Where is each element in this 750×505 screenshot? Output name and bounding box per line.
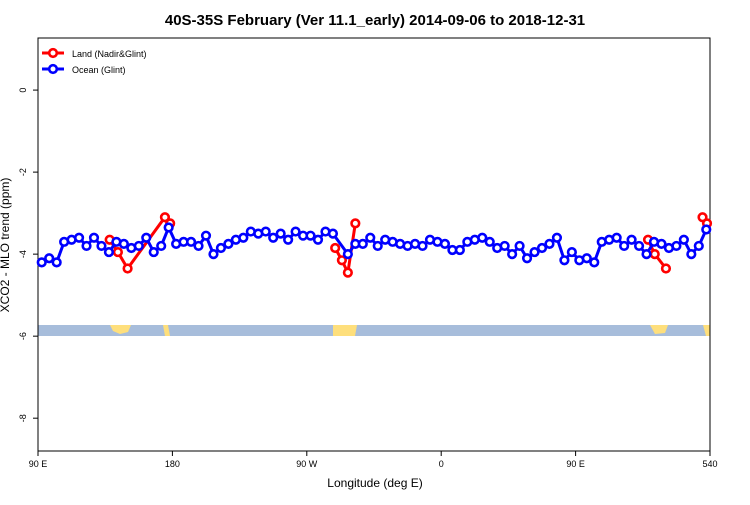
y-tick-label: -2 bbox=[18, 168, 28, 176]
data-point bbox=[536, 242, 548, 254]
data-point bbox=[156, 240, 167, 252]
land-shape bbox=[333, 325, 357, 336]
data-point bbox=[693, 240, 704, 252]
data-point bbox=[200, 230, 212, 241]
x-tick-label: 90 E bbox=[29, 459, 48, 469]
x-tick-label: 90 W bbox=[296, 459, 318, 469]
data-point bbox=[656, 238, 667, 249]
data-point bbox=[283, 234, 294, 245]
data-point bbox=[454, 244, 465, 256]
data-point bbox=[671, 240, 682, 252]
data-point bbox=[417, 240, 428, 252]
data-point bbox=[521, 253, 533, 264]
data-point bbox=[103, 246, 115, 258]
data-point bbox=[268, 232, 279, 243]
data-point bbox=[275, 228, 286, 239]
y-tick-label: -4 bbox=[18, 250, 28, 258]
x-axis-label: Longitude (deg E) bbox=[327, 476, 422, 490]
ocean-band bbox=[38, 325, 710, 336]
data-point bbox=[350, 218, 361, 229]
y-axis-label: XCO2 - MLO trend (ppm) bbox=[0, 178, 12, 313]
data-point bbox=[112, 246, 123, 258]
legend-marker bbox=[47, 63, 59, 75]
data-point bbox=[507, 249, 518, 260]
data-point bbox=[365, 232, 376, 243]
y-tick-label: 0 bbox=[18, 88, 28, 93]
data-point bbox=[619, 240, 630, 252]
data-point bbox=[529, 246, 540, 258]
data-point bbox=[342, 267, 353, 278]
chart-title: 40S-35S February (Ver 11.1_early) 2014-0… bbox=[165, 12, 585, 29]
data-point bbox=[81, 240, 92, 252]
legend-marker bbox=[47, 47, 59, 59]
data-point bbox=[626, 234, 637, 245]
legend-label: Land (Nadir&Glint) bbox=[72, 49, 147, 59]
data-point bbox=[73, 232, 85, 243]
x-tick-label: 540 bbox=[702, 459, 717, 469]
data-point bbox=[260, 226, 271, 237]
land-shape bbox=[650, 325, 668, 334]
data-point bbox=[633, 240, 645, 252]
x-tick-label: 0 bbox=[439, 459, 444, 469]
data-point bbox=[641, 249, 652, 260]
land-shape bbox=[163, 325, 170, 336]
data-point bbox=[678, 234, 689, 245]
data-point bbox=[122, 263, 133, 274]
data-point bbox=[342, 249, 353, 260]
x-tick-label: 180 bbox=[165, 459, 180, 469]
data-point bbox=[559, 255, 570, 266]
data-point bbox=[544, 238, 555, 249]
data-point bbox=[566, 246, 577, 258]
data-point bbox=[159, 212, 171, 223]
data-point bbox=[44, 253, 55, 264]
data-point bbox=[649, 249, 660, 260]
data-point bbox=[660, 263, 672, 274]
data-point bbox=[185, 236, 197, 247]
data-point bbox=[372, 240, 383, 252]
legend-label: Ocean (Glint) bbox=[72, 65, 126, 75]
data-point bbox=[611, 232, 622, 243]
data-point bbox=[193, 240, 204, 252]
data-point bbox=[88, 232, 100, 243]
data-point bbox=[223, 238, 234, 249]
data-point bbox=[51, 257, 62, 268]
y-tick-label: -8 bbox=[18, 414, 28, 422]
data-point bbox=[484, 236, 495, 247]
data-point bbox=[118, 238, 129, 249]
data-point bbox=[208, 249, 219, 260]
map-strip bbox=[38, 325, 710, 336]
data-point bbox=[589, 257, 600, 268]
data-point bbox=[238, 232, 249, 243]
x-tick-label: 90 E bbox=[566, 459, 585, 469]
data-point bbox=[312, 234, 324, 245]
data-point bbox=[686, 249, 697, 260]
data-point bbox=[581, 253, 592, 264]
data-point bbox=[148, 246, 159, 258]
data-point bbox=[163, 222, 174, 233]
data-point bbox=[439, 238, 451, 249]
data-point bbox=[477, 232, 488, 243]
plot-border bbox=[37, 37, 711, 452]
data-point bbox=[327, 228, 339, 239]
data-point bbox=[305, 230, 316, 241]
data-point bbox=[514, 240, 525, 252]
data-point bbox=[499, 240, 510, 252]
data-point bbox=[330, 242, 341, 254]
data-point bbox=[357, 238, 368, 249]
data-point bbox=[290, 226, 301, 237]
data-point bbox=[215, 242, 227, 254]
data-point bbox=[141, 232, 152, 243]
land-shape bbox=[110, 325, 131, 334]
data-point bbox=[336, 255, 347, 266]
data-point bbox=[36, 257, 47, 268]
land-shape bbox=[703, 325, 710, 336]
data-point bbox=[701, 224, 712, 235]
data-point bbox=[96, 240, 107, 252]
data-point bbox=[551, 232, 563, 243]
y-tick-label: -6 bbox=[18, 332, 28, 340]
data-point bbox=[133, 240, 144, 252]
